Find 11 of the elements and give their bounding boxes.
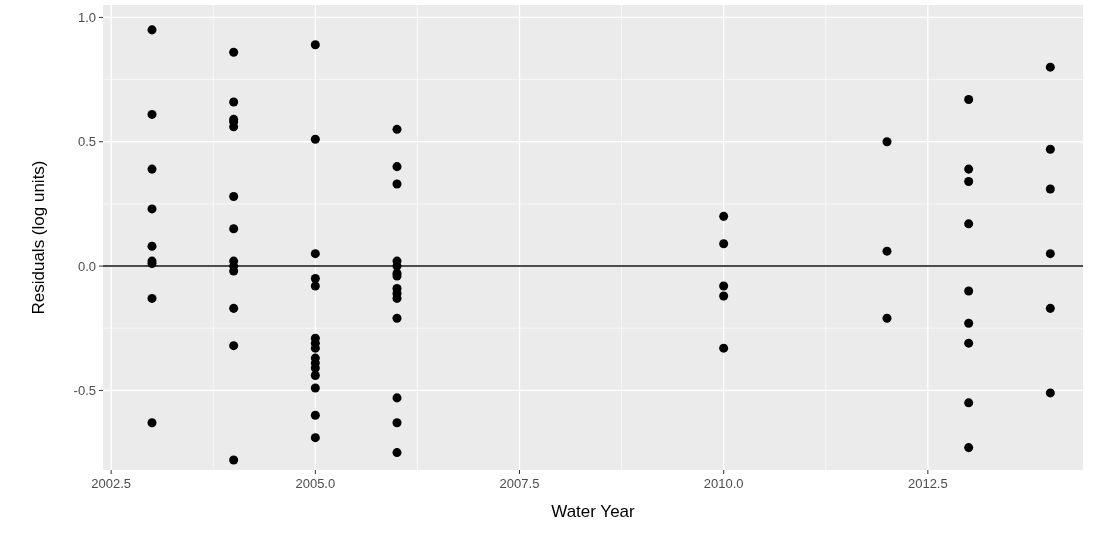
y-tick-label: 0.0 (77, 258, 96, 274)
y-tick-label: 1.0 (77, 9, 96, 25)
x-tick-label: 2012.5 (907, 476, 948, 491)
x-tick-label: 2002.5 (91, 476, 132, 491)
x-tick-label: 2007.5 (499, 476, 540, 491)
y-tick-label: 0.5 (77, 134, 96, 150)
y-tick-label: -0.5 (73, 382, 96, 398)
y-axis-title: Residuals (log units) (29, 160, 48, 315)
x-axis-title: Water Year (551, 502, 636, 521)
x-tick-label: 2010.0 (703, 476, 744, 491)
x-tick-label: 2005.0 (295, 476, 336, 491)
